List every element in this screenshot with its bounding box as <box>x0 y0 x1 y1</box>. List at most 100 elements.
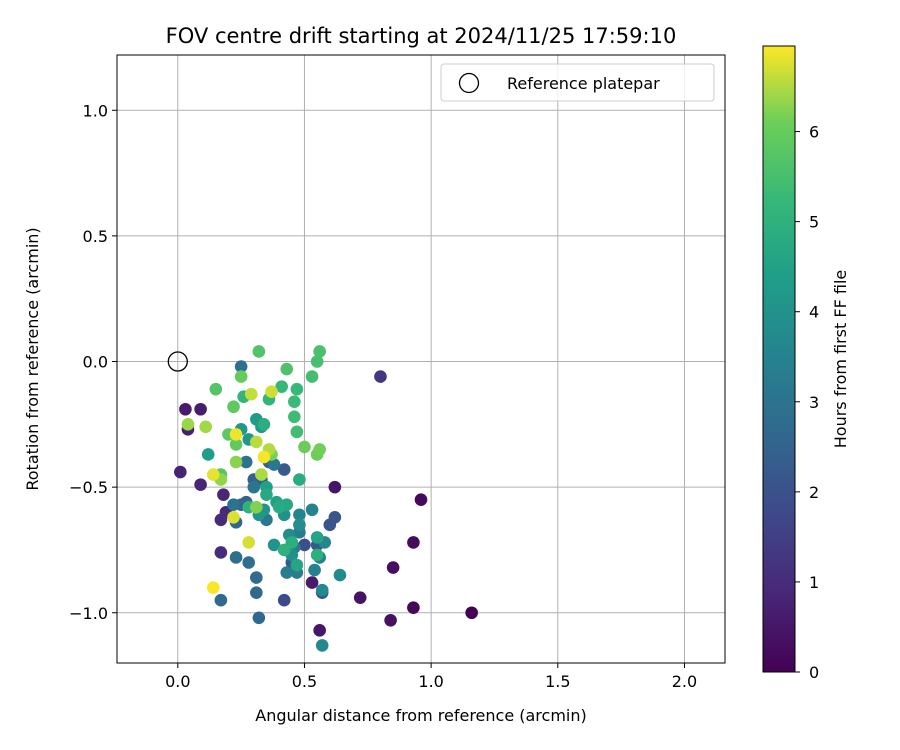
plot-frame <box>116 54 726 664</box>
data-point <box>206 581 220 594</box>
data-point <box>257 418 271 431</box>
data-point <box>250 435 263 449</box>
data-point <box>227 400 240 414</box>
data-point <box>257 450 271 464</box>
data-point <box>290 558 304 572</box>
data-point <box>313 345 326 358</box>
data-point <box>265 385 278 398</box>
data-point <box>214 513 228 527</box>
data-point <box>465 606 478 620</box>
colorbar-tick-label: 3 <box>809 393 819 412</box>
data-point <box>407 601 420 615</box>
reference-marker-group <box>167 351 188 372</box>
data-point <box>310 548 324 562</box>
data-point <box>414 493 428 506</box>
data-point <box>206 468 220 481</box>
data-point <box>242 536 256 549</box>
data-point <box>260 488 273 501</box>
data-point <box>290 425 304 439</box>
data-point <box>310 531 324 544</box>
chart-title: FOV centre drift starting at 2024/11/25 … <box>166 24 677 48</box>
y-tick-label: 1.0 <box>83 101 108 120</box>
data-point <box>179 402 192 416</box>
data-point <box>239 455 253 469</box>
data-point <box>267 538 281 552</box>
data-point <box>227 510 240 524</box>
data-point <box>305 370 319 383</box>
data-point <box>290 382 304 396</box>
data-point <box>255 468 268 481</box>
data-point <box>298 440 311 454</box>
reference-platepar-marker <box>167 351 188 372</box>
data-point <box>384 613 397 627</box>
data-point <box>229 551 243 564</box>
y-tick-label: 0.5 <box>83 227 108 246</box>
data-point <box>277 543 291 557</box>
data-point <box>234 360 248 373</box>
legend: Reference platepar <box>440 63 715 102</box>
data-point <box>328 510 342 524</box>
y-axis-ticks: −1.0 −0.5 0.0 0.5 1.0 <box>69 101 117 623</box>
colorbar-tick-label: 2 <box>809 483 819 502</box>
data-point <box>234 370 248 383</box>
data-point <box>199 420 212 434</box>
data-point <box>407 536 420 549</box>
data-points <box>174 345 478 652</box>
data-point <box>308 563 321 577</box>
colorbar-tick-label: 4 <box>809 303 819 322</box>
data-point <box>305 576 319 589</box>
x-axis-ticks: 0.0 0.5 1.0 1.5 2.0 <box>165 663 697 691</box>
x-tick-label: 1.0 <box>418 672 443 691</box>
data-point <box>250 571 263 584</box>
colorbar-label: Hours from first FF file <box>831 270 850 449</box>
data-point <box>374 370 387 383</box>
data-point <box>386 561 400 574</box>
data-point <box>181 418 195 431</box>
y-tick-label: 0.0 <box>83 353 108 372</box>
data-point <box>298 538 311 552</box>
data-point <box>250 500 263 514</box>
data-point <box>194 402 207 416</box>
data-point <box>313 624 326 637</box>
data-point <box>217 488 230 501</box>
data-point <box>315 583 329 597</box>
data-point <box>353 591 367 604</box>
colorbar-ticks: 0 1 2 3 4 5 6 <box>795 123 819 682</box>
y-tick-label: −0.5 <box>69 478 108 497</box>
data-point <box>214 593 228 607</box>
data-point <box>244 387 258 401</box>
x-axis-label: Angular distance from reference (arcmin) <box>255 706 586 725</box>
data-point <box>277 463 291 476</box>
data-point <box>313 443 326 456</box>
x-tick-label: 0.5 <box>292 672 317 691</box>
x-tick-label: 1.5 <box>545 672 570 691</box>
colorbar-tick-label: 6 <box>809 123 819 142</box>
data-point <box>315 639 329 652</box>
data-point <box>201 448 215 461</box>
grid-lines <box>117 55 725 663</box>
legend-open-circle-marker <box>458 72 480 94</box>
data-point <box>227 498 240 512</box>
data-point <box>277 593 291 607</box>
x-tick-label: 2.0 <box>672 672 697 691</box>
data-point <box>293 508 306 522</box>
data-point <box>288 395 301 409</box>
data-point <box>252 345 266 358</box>
data-point <box>328 480 342 494</box>
colorbar-tick-label: 5 <box>809 213 819 232</box>
data-point <box>247 480 261 494</box>
data-point <box>293 473 306 486</box>
y-axis-label: Rotation from reference (arcmin) <box>23 227 42 490</box>
data-point <box>333 568 347 582</box>
data-point <box>288 410 301 424</box>
data-point <box>229 428 243 441</box>
data-point <box>229 455 243 469</box>
colorbar-tick-label: 0 <box>809 663 819 682</box>
data-point <box>174 465 187 479</box>
data-point <box>267 458 281 471</box>
data-point <box>310 355 324 368</box>
legend-label: Reference platepar <box>507 74 660 93</box>
data-point <box>242 556 256 569</box>
data-point <box>214 546 228 559</box>
